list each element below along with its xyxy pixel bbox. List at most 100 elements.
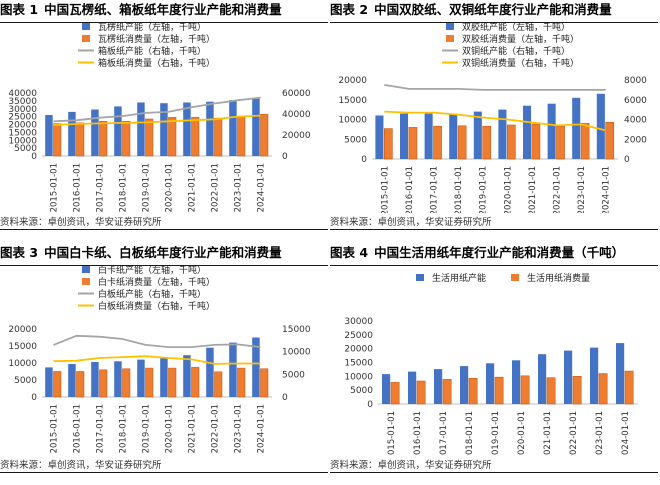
bar <box>605 122 615 160</box>
source-note: 资料来源：卓创资讯，华安证券研究所 <box>0 217 162 228</box>
left-tick-label: 10000 <box>344 372 373 382</box>
left-tick-label: 20000 <box>338 76 367 86</box>
legend-label: 白卡纸产能（左轴，千吨） <box>98 266 206 276</box>
right-tick-label: 8000 <box>624 76 647 86</box>
series-line <box>53 355 261 365</box>
x-tick-label: 2019-01-01 <box>142 163 152 212</box>
bar <box>473 111 482 159</box>
bar <box>160 103 168 156</box>
left-tick-label: 0 <box>31 152 37 162</box>
bar <box>53 123 62 157</box>
legend-swatch <box>82 278 90 285</box>
x-tick-label: 2015-01-01 <box>387 411 397 456</box>
right-tick-label: 15000 <box>282 325 311 335</box>
bar <box>76 371 85 398</box>
legend-label: 瓦楞纸消费量（左轴，千吨） <box>98 33 215 45</box>
bar <box>390 382 400 405</box>
left-tick-label: 5000 <box>14 144 37 154</box>
bar <box>624 370 634 405</box>
x-tick-label: 2017-01-01 <box>430 166 440 213</box>
legend-label: 白板纸产能（右轴，千吨） <box>98 288 206 300</box>
left-tick-label: 15000 <box>8 128 37 138</box>
source-note: 资料来源：卓创资讯，华安证券研究所 <box>0 460 162 471</box>
x-tick-label: 2022-01-01 <box>211 404 221 453</box>
bar <box>68 364 76 397</box>
left-tick-label: 30000 <box>344 317 373 327</box>
bar <box>191 117 200 157</box>
bar <box>400 113 409 159</box>
bar <box>206 347 214 397</box>
chart-title: 图表 1 中国瓦楞纸、箱板纸年度行业产能和消费量 <box>0 0 328 23</box>
bar <box>572 97 581 159</box>
bar <box>507 124 516 160</box>
source-note: 资料来源：卓创资讯，华安证券研究所 <box>330 217 492 228</box>
legend-label: 白板纸消费量（右轴，千吨） <box>98 300 215 312</box>
bar <box>229 100 237 156</box>
bar <box>206 101 214 156</box>
legend-swatch <box>416 274 424 281</box>
chart-title-text: 中国生活用纸年度行业产能和消费量（千吨） <box>374 245 625 260</box>
bar <box>408 371 417 404</box>
legend-label: 白卡纸消费量（左轴，千吨） <box>98 276 215 288</box>
chart-title-text: 中国白卡纸、白板纸年度行业产能和消费量 <box>44 245 282 260</box>
series-line <box>53 96 261 123</box>
x-tick-label: 2024-01-01 <box>257 404 267 453</box>
bar <box>160 358 168 397</box>
chart-4: 0 5000 10000 15000 20000 25000 30000 2015-01-01… <box>344 272 638 456</box>
bar <box>252 98 260 156</box>
bar <box>45 367 53 397</box>
bar <box>145 367 154 398</box>
right-tick-label: 0 <box>624 155 630 165</box>
bar <box>538 354 547 404</box>
bar <box>486 363 495 404</box>
chart-panel-3: 图表 3 中国白卡纸、白板纸年度行业产能和消费量 0 5000 10000 15000 2… <box>0 243 330 485</box>
left-tick-label: 15000 <box>8 342 37 352</box>
left-tick-label: 20000 <box>8 325 37 335</box>
right-tick-label: 40000 <box>282 110 311 120</box>
bar <box>137 102 145 156</box>
source-rule <box>0 229 328 230</box>
series-line <box>53 114 261 126</box>
x-tick-label: 2022-01-01 <box>569 411 579 456</box>
bar <box>424 113 433 159</box>
bar <box>564 350 573 404</box>
bar <box>99 369 108 398</box>
bar <box>520 375 530 405</box>
legend-label: 瓦楞纸产能（左轴，千吨） <box>98 23 206 33</box>
left-tick-label: 35000 <box>8 97 37 107</box>
bar <box>590 347 599 404</box>
legend-label: 生活用纸消费量 <box>527 272 590 284</box>
x-tick-label: 2019-01-01 <box>142 404 152 453</box>
source-note: 资料来源：卓创资讯，华安证券研究所 <box>330 460 492 471</box>
x-tick-label: 2015-01-01 <box>50 163 60 212</box>
bar <box>512 360 521 404</box>
right-tick-label: 4000 <box>624 116 647 126</box>
chart-3: 0 5000 10000 15000 20000 0 5000 10000 15000 2015-… <box>8 266 311 453</box>
bar <box>145 118 154 157</box>
left-tick-label: 0 <box>31 393 37 403</box>
x-tick-label: 2019-01-01 <box>479 166 489 213</box>
bar <box>460 366 469 404</box>
bar <box>408 127 418 160</box>
bar <box>114 361 122 397</box>
legend-label: 双铜纸产能（右轴，千吨） <box>462 45 570 57</box>
legend-swatch <box>446 23 454 30</box>
bar <box>546 377 556 405</box>
bar <box>91 109 99 156</box>
x-tick-label: 2020-01-01 <box>165 163 175 212</box>
legend-label: 箱板纸消费量（右轴，千吨） <box>98 57 215 69</box>
x-tick-label: 2016-01-01 <box>405 166 415 213</box>
bar <box>183 102 191 156</box>
bar <box>45 115 53 156</box>
bar <box>598 373 608 405</box>
right-tick-label: 0 <box>282 393 288 403</box>
left-tick-label: 15000 <box>338 96 367 106</box>
x-tick-label: 2018-01-01 <box>465 411 475 456</box>
chart-label: 图表 4 <box>330 245 369 260</box>
x-tick-label: 2019-01-01 <box>491 411 501 456</box>
bar <box>214 371 223 398</box>
x-tick-label: 2024-01-01 <box>621 411 631 456</box>
bar <box>616 343 625 404</box>
chart-label: 图表 2 <box>330 2 369 17</box>
bar <box>91 362 99 397</box>
